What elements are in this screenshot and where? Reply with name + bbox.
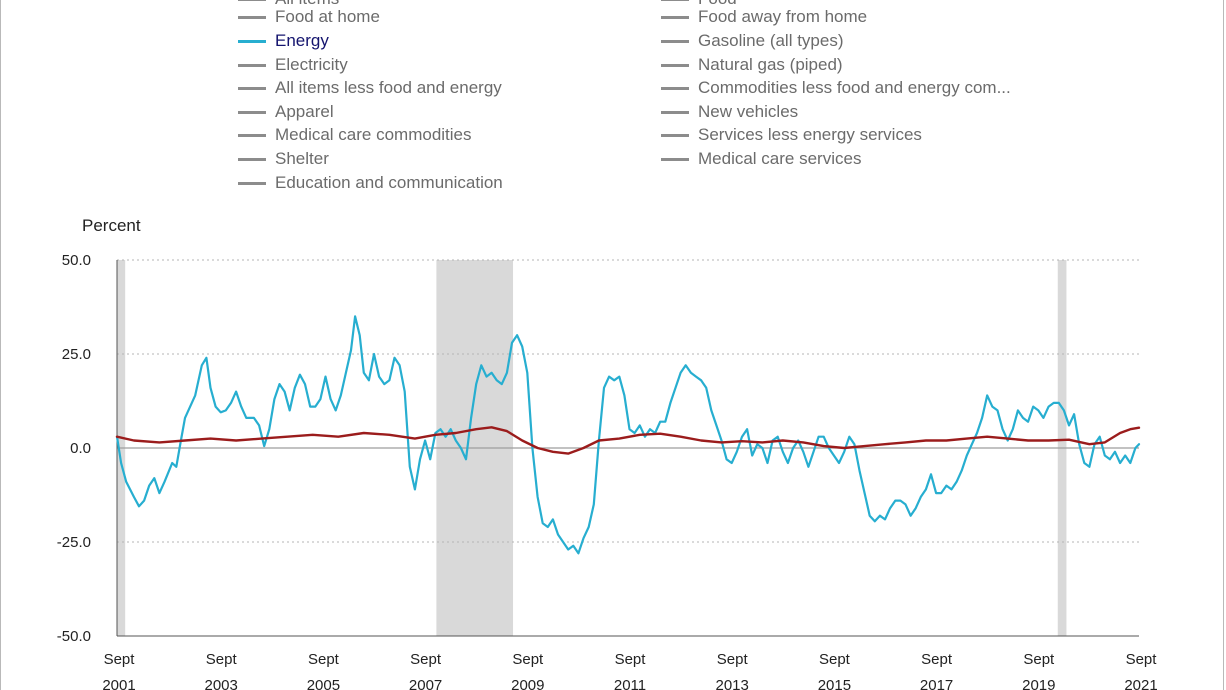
legend-item-food[interactable]: Food [661, 0, 737, 10]
legend-swatch [238, 0, 266, 1]
legend-item-medical-services[interactable]: Medical care services [661, 148, 861, 170]
gridlines [117, 259, 1139, 637]
x-tick-label: 2001 [102, 677, 135, 690]
legend-label: New vehicles [698, 102, 799, 121]
x-tick-label: Sept [1023, 651, 1055, 668]
x-tick-label: Sept [717, 651, 749, 668]
legend-label: Commodities less food and energy com... [698, 78, 1011, 97]
x-tick-label: 2007 [409, 677, 442, 690]
legend-swatch [238, 63, 266, 67]
legend-swatch [238, 39, 266, 43]
legend-label: Natural gas (piped) [698, 55, 843, 74]
legend-swatch [661, 157, 689, 161]
legend-item-food-away[interactable]: Food away from home [661, 6, 867, 28]
legend-item-shelter[interactable]: Shelter [238, 148, 329, 170]
x-tick-label: 2009 [511, 677, 544, 690]
legend-label: Food at home [275, 7, 380, 26]
axes [116, 260, 1139, 637]
y-tick-label: -50.0 [57, 628, 91, 645]
x-tick-label: Sept [512, 651, 544, 668]
legend-label: Food away from home [698, 7, 868, 26]
y-tick-label: -25.0 [57, 534, 91, 551]
x-tick-label: Sept [921, 651, 953, 668]
legend-label: Medical care commodities [275, 125, 472, 144]
x-tick-label: Sept [104, 651, 136, 668]
legend-label: Apparel [275, 102, 334, 121]
legend-item-food-at-home[interactable]: Food at home [238, 6, 380, 28]
legend-label: Medical care services [698, 149, 862, 168]
x-tick-label: 2015 [818, 677, 851, 690]
legend-swatch [661, 86, 689, 90]
legend-item-education[interactable]: Education and communication [238, 172, 503, 194]
legend-swatch [661, 110, 689, 114]
legend-swatch [661, 39, 689, 43]
legend-swatch [238, 181, 266, 185]
legend-swatch [238, 15, 266, 19]
x-tick-label: Sept [819, 651, 851, 668]
legend-item-natural-gas[interactable]: Natural gas (piped) [661, 54, 843, 76]
legend-item-core-commodities[interactable]: Commodities less food and energy com... [661, 77, 1011, 99]
tick-labels: 50.0 25.0 0.0 -25.0 -50.0 Sept 2001 Sept 2003 Sep… [57, 252, 1158, 690]
legend-label: Energy [275, 31, 329, 50]
legend-item-energy[interactable]: Energy [238, 30, 329, 52]
x-tick-label: 2013 [716, 677, 749, 690]
legend-swatch [661, 133, 689, 137]
legend-label: All items [275, 0, 339, 9]
legend-item-core[interactable]: All items less food and energy [238, 77, 502, 99]
legend-label: Education and communication [275, 173, 503, 192]
legend-label: Shelter [275, 149, 329, 168]
legend-item-apparel[interactable]: Apparel [238, 101, 334, 123]
x-tick-label: 2005 [307, 677, 340, 690]
legend-item-electricity[interactable]: Electricity [238, 54, 348, 76]
x-tick-label: Sept [1126, 651, 1158, 668]
x-tick-label: Sept [206, 651, 238, 668]
y-tick-label: 50.0 [62, 252, 91, 269]
x-tick-label: 2011 [614, 677, 646, 690]
x-tick-label: 2017 [920, 677, 953, 690]
legend-swatch [238, 133, 266, 137]
legend-swatch [238, 110, 266, 114]
y-tick-label: 25.0 [62, 346, 91, 363]
legend-label: Food [698, 0, 737, 9]
legend-swatch [238, 157, 266, 161]
y-tick-label: 0.0 [70, 440, 91, 457]
legend: All items Food Food at home Energy Elect… [0, 0, 1226, 200]
legend-item-all-items[interactable]: All items [238, 0, 339, 10]
x-tick-label: 2021 [1124, 677, 1157, 690]
series-lines [115, 315, 1141, 555]
x-tick-label: Sept [308, 651, 340, 668]
y-axis-title: Percent [82, 216, 141, 235]
legend-label: Gasoline (all types) [698, 31, 844, 50]
x-tick-label: Sept [615, 651, 647, 668]
x-tick-label: 2003 [205, 677, 238, 690]
legend-swatch [238, 86, 266, 90]
x-tick-label: 2019 [1022, 677, 1055, 690]
legend-label: Services less energy services [698, 125, 922, 144]
legend-swatch [661, 0, 689, 1]
legend-label: All items less food and energy [275, 78, 502, 97]
legend-item-medical-commodities[interactable]: Medical care commodities [238, 124, 472, 146]
legend-item-gasoline[interactable]: Gasoline (all types) [661, 30, 844, 52]
all-items-line [115, 426, 1141, 455]
x-tick-label: Sept [410, 651, 442, 668]
legend-item-services[interactable]: Services less energy services [661, 124, 922, 146]
legend-label: Electricity [275, 55, 348, 74]
energy-line [115, 315, 1141, 555]
legend-item-new-vehicles[interactable]: New vehicles [661, 101, 798, 123]
legend-swatch [661, 63, 689, 67]
legend-swatch [661, 15, 689, 19]
